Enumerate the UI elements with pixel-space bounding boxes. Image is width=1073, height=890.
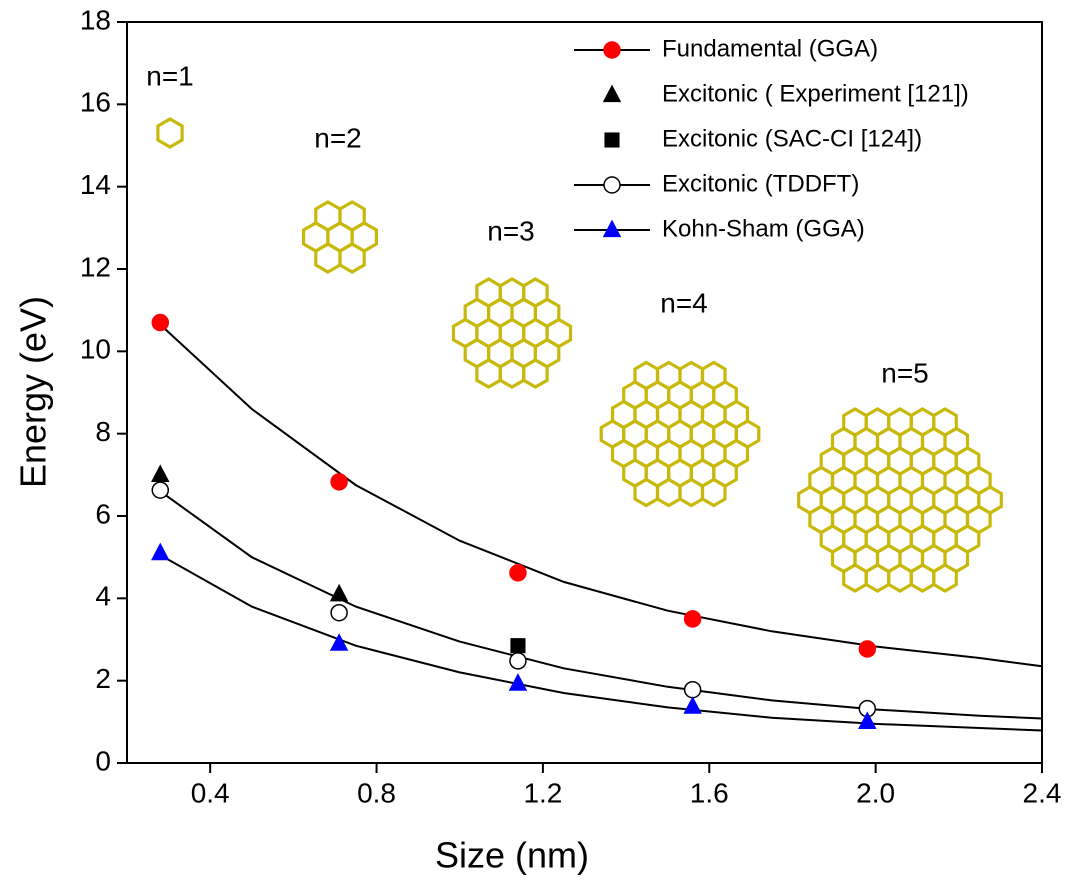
y-axis-label: Energy (eV) <box>13 296 54 488</box>
point <box>685 682 701 698</box>
x-tick-label: 0.4 <box>191 777 230 808</box>
point <box>152 482 168 498</box>
x-tick-label: 1.6 <box>690 777 729 808</box>
point <box>685 611 701 627</box>
molecule <box>158 119 182 147</box>
y-tick-label: 10 <box>80 334 111 365</box>
x-tick-label: 2.0 <box>856 777 895 808</box>
legend-label: Excitonic (TDDFT) <box>662 170 859 197</box>
ring <box>736 421 759 447</box>
point <box>152 466 168 481</box>
y-tick-label: 2 <box>95 663 111 694</box>
y-tick-label: 6 <box>95 498 111 529</box>
ring <box>979 487 1002 513</box>
point <box>604 86 620 101</box>
y-tick-label: 0 <box>95 745 111 776</box>
x-axis-label: Size (nm) <box>435 835 589 876</box>
point <box>510 565 526 581</box>
y-tick-label: 8 <box>95 416 111 447</box>
point <box>859 641 875 657</box>
legend-label: Fundamental (GGA) <box>662 35 878 62</box>
y-tick-label: 12 <box>80 251 111 282</box>
legend-label: Excitonic ( Experiment [121]) <box>662 80 969 107</box>
ring <box>158 119 182 147</box>
fit-line <box>160 491 1042 718</box>
y-tick-label: 18 <box>80 4 111 35</box>
y-tick-label: 4 <box>95 581 111 612</box>
point <box>604 221 620 236</box>
point <box>331 605 347 621</box>
annotation: n=1 <box>146 60 194 91</box>
x-tick-label: 0.8 <box>357 777 396 808</box>
annotation: n=5 <box>881 357 929 388</box>
point <box>510 653 526 669</box>
molecule <box>601 363 759 506</box>
annotation: n=3 <box>487 215 535 246</box>
y-tick-label: 14 <box>80 169 111 200</box>
x-tick-label: 1.2 <box>523 777 562 808</box>
annotation: n=4 <box>660 287 708 318</box>
y-tick-label: 16 <box>80 87 111 118</box>
molecule <box>304 202 377 272</box>
point <box>331 585 347 600</box>
point <box>604 42 620 58</box>
point <box>331 474 347 490</box>
ring <box>352 223 376 251</box>
legend-label: Excitonic (SAC-CI [124]) <box>662 125 922 152</box>
molecule <box>799 409 1002 591</box>
point <box>511 639 525 653</box>
point <box>605 133 619 147</box>
point <box>685 698 701 713</box>
annotation: n=2 <box>314 122 362 153</box>
chart: Size (nm) Energy (eV) n=1 n=2 n=3 n=4 n=5 0.4… <box>0 0 1073 890</box>
point <box>152 315 168 331</box>
ring <box>547 320 570 347</box>
legend-label: Kohn-Sham (GGA) <box>662 215 865 242</box>
point <box>152 544 168 559</box>
molecule <box>454 279 571 387</box>
x-tick-label: 2.4 <box>1023 777 1062 808</box>
point <box>604 177 620 193</box>
